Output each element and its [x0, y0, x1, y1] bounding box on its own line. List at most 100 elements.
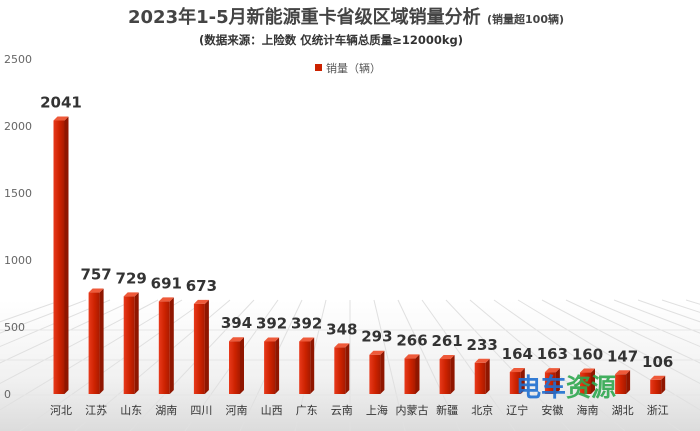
floor-line — [373, 299, 406, 431]
bar-山西 — [264, 337, 280, 394]
data-label-新疆: 261 — [431, 332, 462, 350]
floor-line — [0, 299, 87, 334]
floor-line — [541, 299, 700, 385]
bar-四川 — [193, 299, 209, 394]
x-tick-新疆: 新疆 — [436, 403, 458, 417]
bar-安徽 — [544, 368, 560, 394]
data-label-四川: 673 — [186, 277, 217, 295]
bar-山东 — [123, 292, 139, 394]
bar-top — [264, 337, 280, 342]
y-tick-label: 2000 — [4, 120, 32, 133]
bar-top — [404, 354, 420, 359]
bar-front — [123, 296, 135, 394]
bar-top — [193, 299, 209, 304]
watermark-text-left: 电车 — [516, 373, 566, 402]
x-tick-四川: 四川 — [190, 404, 212, 417]
floor-line — [421, 299, 516, 431]
bar-新疆 — [439, 355, 455, 394]
bar-side — [661, 375, 666, 394]
bar-front — [334, 347, 346, 394]
floor-line — [517, 299, 700, 411]
bar-front — [158, 301, 170, 394]
floor-line — [565, 299, 700, 364]
floor-line — [0, 299, 183, 411]
bar-side — [99, 288, 104, 394]
bar-front — [88, 292, 100, 394]
legend-swatch — [315, 64, 322, 71]
chart-subtitle: (数据来源：上险数 仅统计车辆总质量≥12000kg) — [199, 33, 463, 47]
bar-side — [204, 299, 209, 394]
x-tick-上海: 上海 — [366, 403, 388, 417]
bar-series — [53, 116, 666, 395]
bar-河北 — [53, 116, 69, 395]
bar-side — [345, 343, 350, 394]
data-label-上海: 293 — [361, 328, 392, 346]
bar-front — [615, 374, 627, 394]
data-label-山东: 729 — [116, 269, 147, 287]
bar-辽宁 — [509, 368, 525, 394]
bar-front — [544, 372, 556, 394]
bar-海南 — [580, 368, 595, 394]
chart-floor — [0, 299, 700, 431]
floor-line — [589, 299, 700, 348]
bar-side — [134, 292, 139, 394]
bar-front — [474, 362, 486, 394]
y-tick-label: 1500 — [4, 187, 32, 200]
data-label-安徽: 163 — [537, 345, 568, 363]
data-label-辽宁: 164 — [502, 345, 533, 363]
x-tick-湖南: 湖南 — [155, 404, 177, 417]
bar-front — [369, 354, 381, 394]
bar-湖北 — [615, 370, 631, 394]
bar-side — [626, 370, 631, 394]
bar-front — [404, 358, 416, 394]
data-label-江苏: 757 — [80, 266, 111, 284]
chart-title-note: (销量超100辆) — [487, 12, 564, 26]
bar-top — [509, 368, 525, 373]
floor-line — [493, 299, 681, 431]
bar-top — [229, 337, 244, 342]
bar-front — [53, 120, 65, 395]
bar-top — [580, 368, 595, 373]
bar-top — [369, 350, 385, 355]
bar-side — [240, 337, 244, 394]
bar-front — [650, 379, 662, 394]
bar-front — [580, 372, 591, 394]
y-axis: 0 500 1000 1500 2000 2500 — [4, 53, 32, 401]
data-label-湖南: 691 — [151, 274, 182, 292]
y-tick-label: 2500 — [4, 53, 32, 66]
floor-line — [0, 299, 135, 364]
x-tick-浙江: 浙江 — [647, 404, 669, 417]
y-tick-label: 500 — [4, 321, 25, 334]
x-tick-湖北: 湖北 — [612, 404, 634, 417]
data-label-河南: 394 — [221, 314, 252, 332]
bar-江苏 — [88, 288, 104, 394]
bar-side — [169, 297, 174, 394]
bar-北京 — [474, 358, 490, 394]
x-tick-辽宁: 辽宁 — [506, 403, 528, 417]
bar-side — [380, 350, 385, 394]
watermark-text-right: 资源 — [566, 373, 616, 402]
data-label-北京: 233 — [467, 336, 498, 354]
y-tick-label: 0 — [4, 388, 11, 401]
bar-side — [520, 368, 525, 394]
bar-内蒙古 — [404, 354, 420, 394]
legend-label: 销量（辆） — [326, 61, 381, 75]
data-label-河北: 2041 — [40, 94, 82, 112]
data-label-海南: 160 — [572, 346, 603, 364]
legend: 销量（辆） — [315, 61, 381, 75]
bar-上海 — [369, 350, 385, 394]
floor-line — [397, 299, 461, 431]
bar-top — [439, 355, 455, 360]
data-label-内蒙古: 266 — [396, 331, 427, 349]
chart-title: 2023年1-5月新能源重卡省级区域销量分析 — [128, 6, 481, 28]
data-label-湖北: 147 — [607, 347, 638, 365]
bar-浙江 — [650, 375, 666, 394]
bar-广东 — [299, 337, 315, 394]
bar-top — [474, 358, 490, 363]
bar-top — [158, 297, 174, 302]
floor-line — [19, 299, 207, 431]
y-tick-label: 1000 — [4, 254, 32, 267]
